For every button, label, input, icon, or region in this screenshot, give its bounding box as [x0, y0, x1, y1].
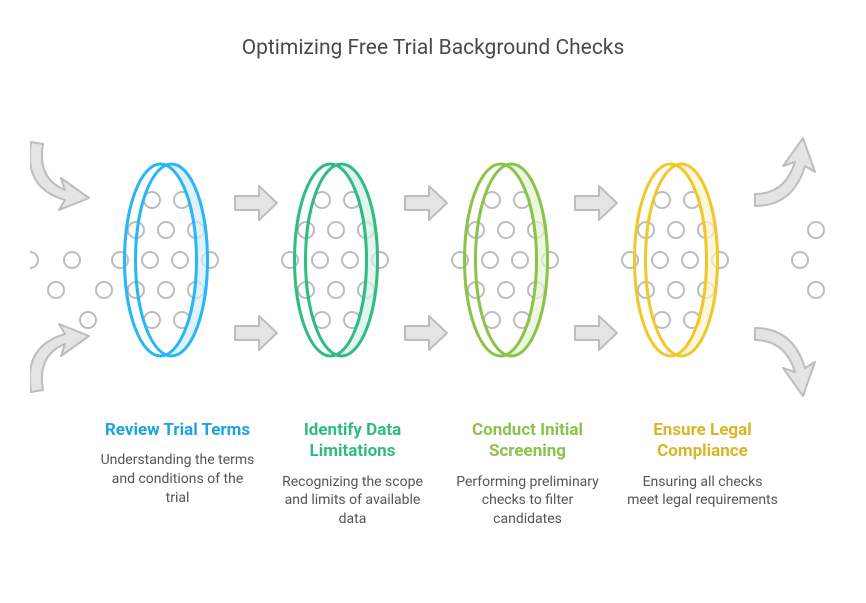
step-desc: Recognizing the scope and limits of avai…	[275, 473, 430, 530]
step-title: Conduct Initial Screening	[450, 420, 605, 463]
page-title: Optimizing Free Trial Background Checks	[0, 36, 866, 60]
step-3: Conduct Initial Screening Performing pre…	[450, 420, 605, 529]
step-2: Identify Data Limitations Recognizing th…	[275, 420, 430, 529]
step-title: Review Trial Terms	[100, 420, 255, 441]
step-title: Identify Data Limitations	[275, 420, 430, 463]
step-1: Review Trial Terms Understanding the ter…	[100, 420, 255, 529]
process-diagram	[30, 120, 836, 400]
step-desc: Understanding the terms and conditions o…	[100, 451, 255, 508]
step-4: Ensure Legal Compliance Ensuring all che…	[625, 420, 780, 529]
steps-row: Review Trial Terms Understanding the ter…	[100, 420, 780, 529]
step-title: Ensure Legal Compliance	[625, 420, 780, 463]
step-desc: Ensuring all checks meet legal requireme…	[625, 473, 780, 511]
step-desc: Performing preliminary checks to filter …	[450, 473, 605, 530]
